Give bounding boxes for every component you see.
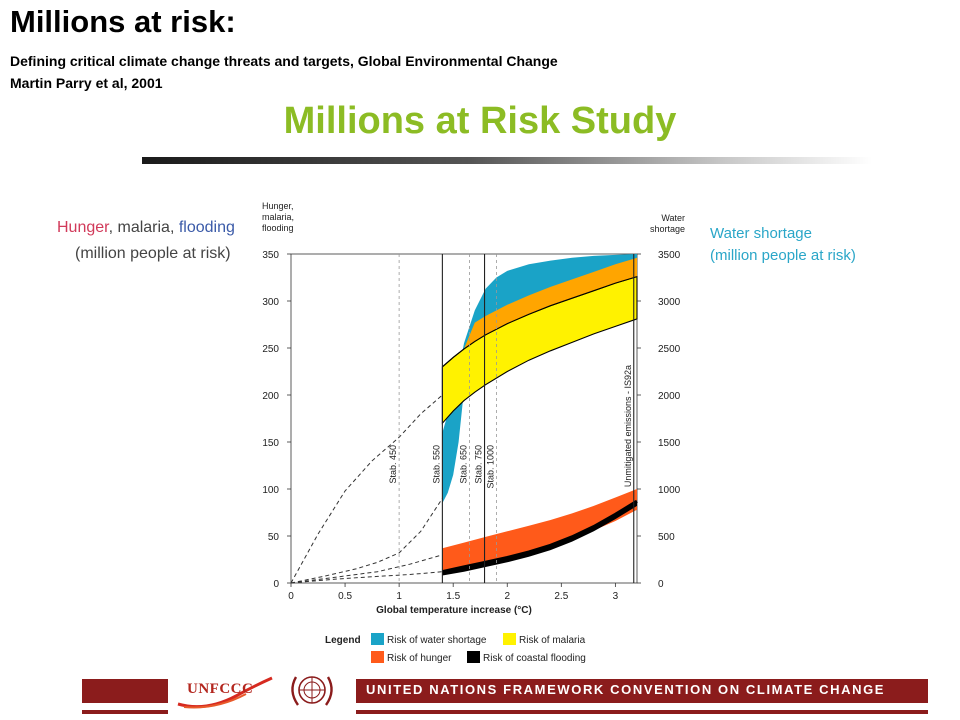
malaria-word: malaria [117,219,170,236]
flooding-word: flooding [178,219,235,236]
x-tick-label-1: 0.5 [338,591,352,602]
footer-text: UNITED NATIONS FRAMEWORK CONVENTION ON C… [366,682,886,697]
y-left-tick-label-2: 100 [262,485,279,496]
y-left-tick-label-1: 50 [268,532,280,543]
footer-underline [82,710,928,714]
citation-line-1: Defining critical climate change threats… [10,53,558,69]
vline-label-0: Stab. 450 [388,445,398,484]
unfccc-logo-text: UNFCCC [187,681,254,697]
legend-swatch-2 [371,651,384,663]
y-left-tick-label-0: 0 [273,579,279,590]
legend-label-3: Risk of coastal flooding [483,653,586,664]
left-annotation-line-2: (million people at risk) [75,245,231,262]
left-annotation: Hunger, malaria, flooding (million peopl… [57,215,235,267]
y-right-tick-label-1: 500 [658,532,675,543]
separator-2: , [169,219,179,236]
left-axis-label-line-1: malaria, [262,212,294,222]
unfccc-swoosh-icon [177,676,273,709]
dashed-curve-0 [290,394,443,584]
right-annotation: Water shortage (million people at risk) [710,223,856,267]
legend-title: Legend [325,635,361,646]
y-left-tick-label-3: 150 [262,438,279,449]
dashed-curve-2 [290,554,443,584]
x-tick-label-0: 0 [288,591,294,602]
y-right-tick-label-3: 1500 [658,438,681,449]
x-axis-label: Global temperature increase (°C) [376,605,532,616]
x-tick-label-2: 1 [396,591,402,602]
separator-1: , [108,219,118,236]
legend-swatch-1 [503,633,516,645]
y-right-tick-label-5: 2500 [658,344,681,355]
y-right-tick-label-0: 0 [658,579,664,590]
left-axis-label-line-2: flooding [262,223,294,233]
x-tick-label-4: 2 [504,591,510,602]
vline-label-5: Unmitigated emissions - IS92a [623,365,633,487]
study-title: Millions at Risk Study [283,100,677,142]
y-left-tick-label-4: 200 [262,391,279,402]
y-left-tick-label-7: 350 [262,250,279,261]
x-tick-label-5: 2.5 [554,591,568,602]
y-left-tick-label-5: 250 [262,344,279,355]
dashed-curve-3 [290,571,443,584]
dashed-curve-1 [290,498,443,584]
vline-label-3: Stab. 750 [474,445,484,484]
coastal-flooding-line [442,499,638,574]
y-left-tick-label-6: 300 [262,297,279,308]
right-axis-label-line-0: Water [661,213,685,223]
vline-label-4: Stab. 1000 [485,445,495,489]
x-tick-label-6: 3 [613,591,619,602]
legend-label-2: Risk of hunger [387,653,452,664]
un-emblem-icon [291,676,333,706]
malaria-upper-line [442,276,638,368]
right-axis-label-line-1: shortage [650,224,685,234]
slide-title: Millions at risk: [10,4,236,39]
legend-label-0: Risk of water shortage [387,635,487,646]
x-tick-label-3: 1.5 [446,591,460,602]
right-annotation-line-1: Water shortage [710,225,812,242]
left-axis-label-line-0: Hunger, [262,201,294,211]
citation-line-2: Martin Parry et al, 2001 [10,75,163,91]
legend-swatch-0 [371,633,384,645]
legend-swatch-3 [467,651,480,663]
y-right-tick-label-4: 2000 [658,391,681,402]
vline-label-2: Stab. 650 [458,445,468,484]
hunger-band [442,489,637,571]
legend-label-1: Risk of malaria [519,635,586,646]
y-right-tick-label-2: 1000 [658,485,681,496]
y-right-tick-label-7: 3500 [658,250,681,261]
malaria-water-overlap-band [442,257,637,367]
left-annotation-line-1: Hunger, malaria, flooding [57,215,235,241]
hunger-word: Hunger [57,219,109,236]
y-right-tick-label-6: 3000 [658,297,681,308]
vline-label-1: Stab. 550 [431,445,441,484]
right-annotation-line-2: (million people at risk) [710,247,856,264]
title-divider [142,157,872,164]
